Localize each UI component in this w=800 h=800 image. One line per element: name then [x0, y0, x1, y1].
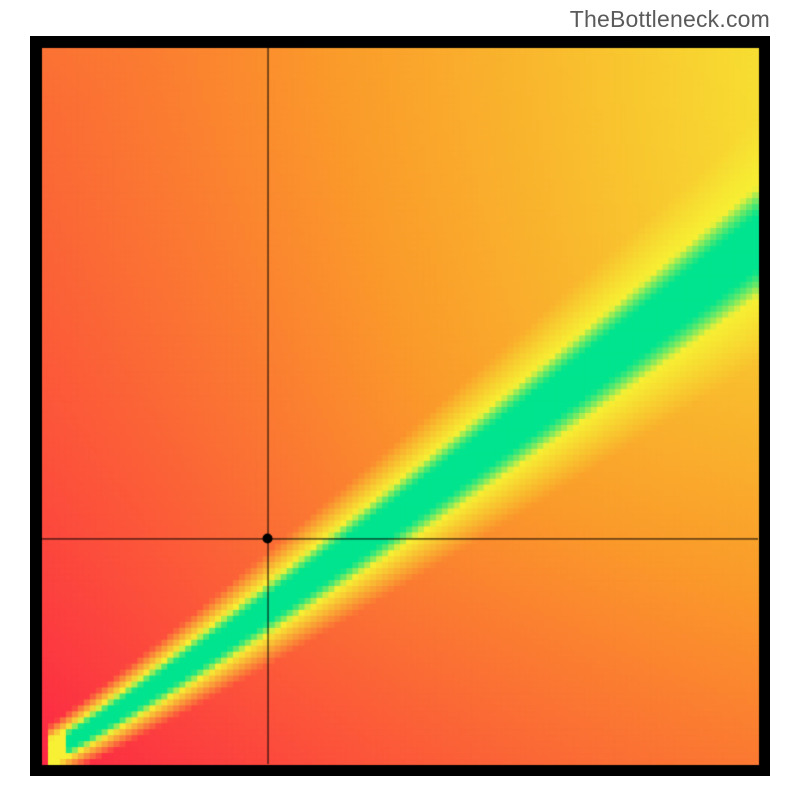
bottleneck-heatmap	[30, 36, 770, 776]
chart-container: TheBottleneck.com	[0, 0, 800, 800]
chart-frame	[30, 36, 770, 776]
watermark-text: TheBottleneck.com	[570, 6, 770, 33]
